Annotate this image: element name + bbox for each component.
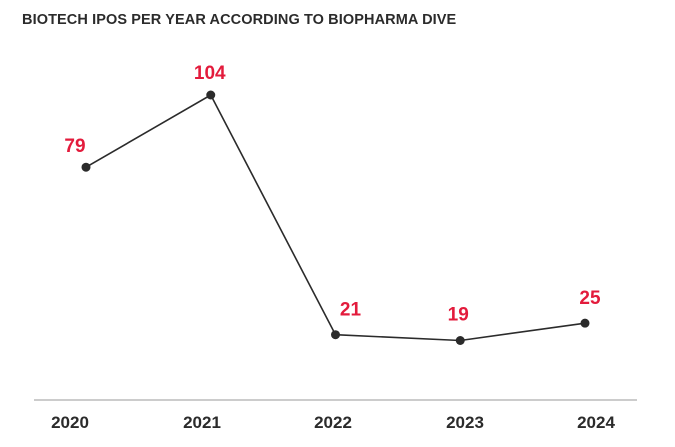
x-tick-label-2022: 2022	[314, 413, 352, 432]
data-label-2022: 21	[340, 300, 362, 321]
series-line	[85, 93, 586, 342]
data-label-2023: 19	[448, 305, 469, 326]
data-point-2020	[81, 162, 91, 172]
x-tick-labels: 2020 2021 2022 2023 2024	[51, 413, 615, 432]
x-tick-label-2023: 2023	[446, 413, 484, 432]
data-label-2021: 104	[194, 63, 226, 84]
data-point-2024	[580, 318, 590, 328]
x-tick-label-2020: 2020	[51, 413, 89, 432]
x-tick-label-2024: 2024	[577, 413, 615, 432]
chart-title: BIOTECH IPOS PER YEAR ACCORDING TO BIOPH…	[22, 12, 457, 28]
data-point-2021	[206, 90, 216, 100]
data-point-2023	[455, 336, 465, 345]
data-point-2022	[331, 330, 340, 340]
data-label-2024: 25	[579, 288, 601, 309]
data-label-2020: 79	[64, 136, 85, 157]
data-points	[81, 90, 590, 345]
data-labels: 79 104 21 19 25	[64, 63, 601, 326]
x-tick-label-2021: 2021	[183, 413, 221, 432]
